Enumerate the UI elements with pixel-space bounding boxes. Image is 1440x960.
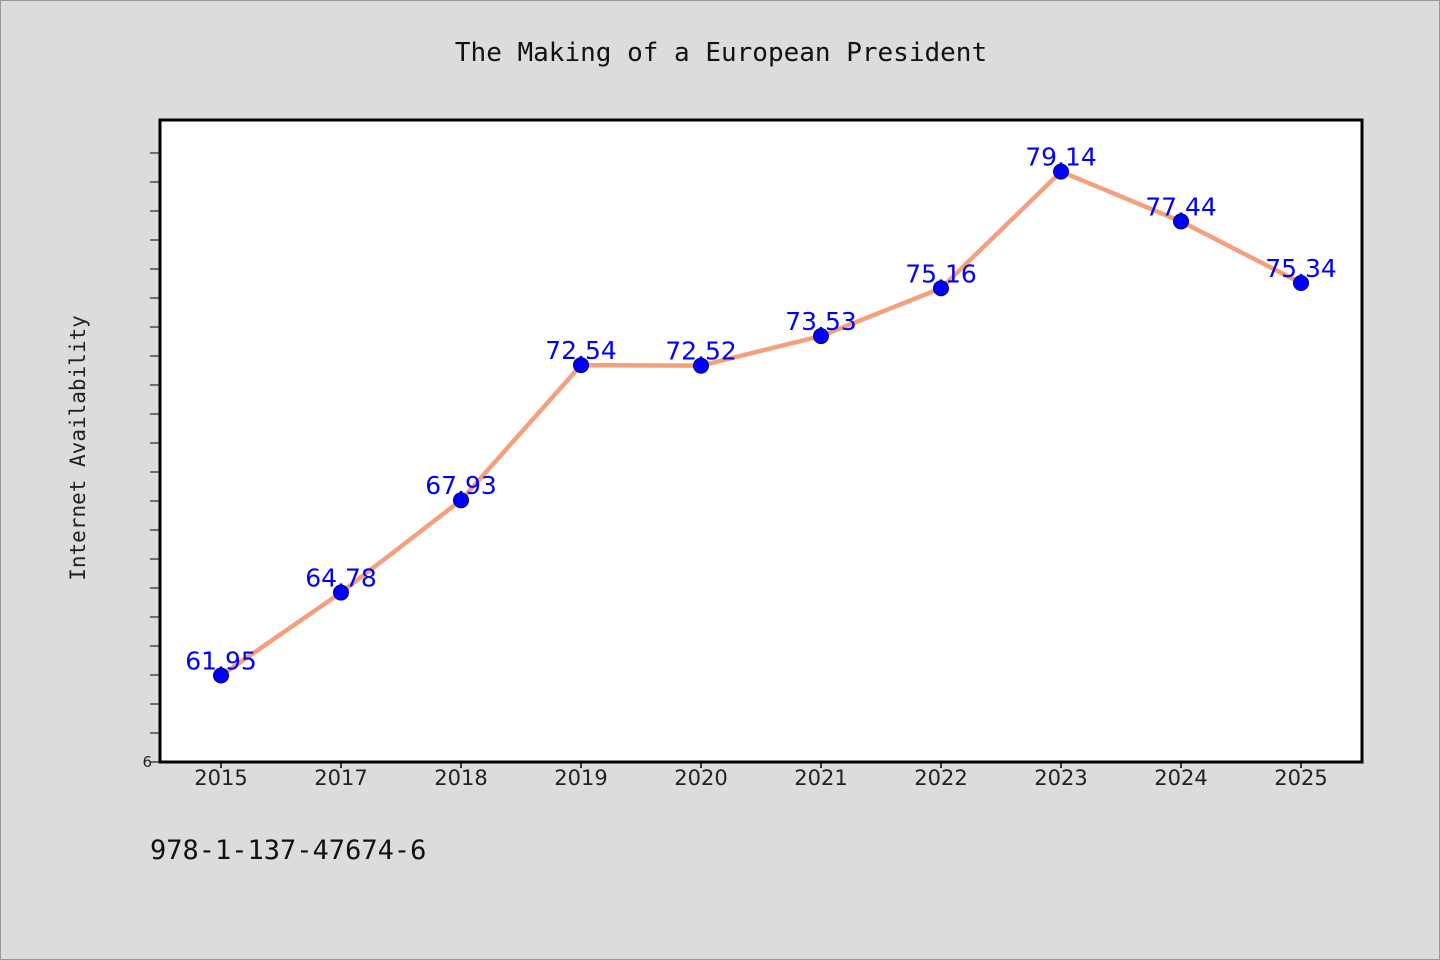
data-point — [933, 280, 949, 297]
data-point — [813, 328, 829, 345]
data-point — [1173, 213, 1189, 230]
x-tick-label: 2015 — [194, 766, 247, 790]
series-line — [219, 169, 1303, 678]
x-tick-label: 2018 — [434, 766, 487, 790]
y-axis-ticks: 6 — [142, 152, 160, 771]
chart-title: The Making of a European President — [455, 38, 987, 68]
x-tick-label: 2017 — [314, 766, 367, 790]
plot-area — [158, 118, 1364, 764]
footer-isbn: 978-1-137-47674-6 — [150, 835, 427, 866]
data-point — [1293, 274, 1309, 291]
x-tick-label: 2020 — [674, 766, 727, 790]
data-point — [693, 357, 709, 374]
y-tick-label: 6 — [142, 753, 152, 771]
data-point — [453, 492, 469, 509]
x-tick-label: 2023 — [1034, 766, 1087, 790]
y-axis-label: Internet Availability — [66, 315, 90, 581]
x-tick-label: 2021 — [794, 766, 847, 790]
data-point — [573, 357, 589, 374]
x-tick-label: 2019 — [554, 766, 607, 790]
data-point — [1053, 163, 1069, 180]
x-tick-label: 2025 — [1274, 766, 1327, 790]
data-point — [333, 584, 349, 601]
x-tick-label: 2024 — [1154, 766, 1207, 790]
x-axis-ticks: 2015 2017 2018 2019 2020 2021 2022 2023 2024 2025 — [194, 762, 1328, 790]
data-point — [213, 667, 229, 684]
x-tick-label: 2022 — [914, 766, 967, 790]
